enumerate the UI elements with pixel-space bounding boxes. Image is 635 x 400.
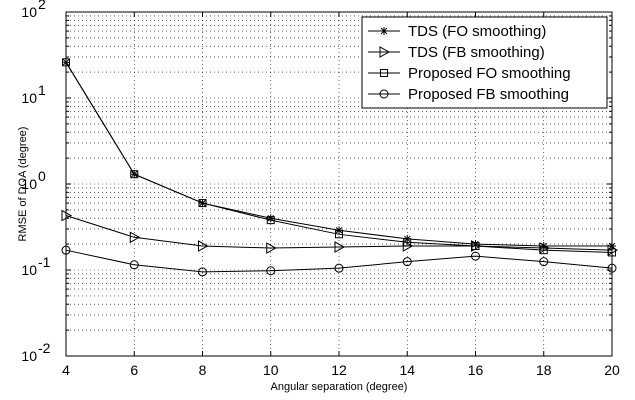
x-axis-label: Angular separation (degree) bbox=[271, 381, 408, 393]
square-marker bbox=[198, 199, 207, 208]
series-line bbox=[65, 249, 613, 273]
square-marker bbox=[266, 216, 275, 225]
series-layer bbox=[61, 58, 619, 277]
grid bbox=[66, 12, 612, 356]
circle-marker bbox=[266, 266, 276, 276]
y-tick-label: 10 bbox=[21, 90, 37, 106]
circle-marker bbox=[471, 251, 480, 261]
y-tick-label: 10 bbox=[21, 4, 37, 20]
triangle-marker bbox=[379, 46, 391, 58]
circle-marker bbox=[539, 257, 549, 267]
triangle-marker bbox=[266, 242, 277, 254]
triangle-marker bbox=[129, 231, 141, 244]
circle-marker bbox=[198, 267, 207, 277]
x-tick-label: 20 bbox=[604, 362, 620, 378]
legend-item: TDS (FB smoothing) bbox=[368, 44, 545, 61]
y-tick-label: 10 bbox=[21, 176, 37, 192]
x-tick-label: 6 bbox=[130, 362, 138, 378]
star-marker bbox=[380, 27, 388, 35]
circle-marker bbox=[402, 257, 412, 267]
star-marker bbox=[335, 226, 343, 235]
legend-item: TDS (FO smoothing) bbox=[368, 23, 546, 40]
y-tick-exponent: -1 bbox=[38, 254, 51, 270]
x-tick-label: 18 bbox=[536, 362, 552, 378]
series-line bbox=[65, 215, 613, 251]
series-line bbox=[65, 62, 613, 253]
x-tick-label: 4 bbox=[62, 362, 70, 378]
square-marker bbox=[539, 246, 548, 255]
square-marker bbox=[403, 238, 412, 247]
y-tick-exponent: 0 bbox=[38, 168, 46, 184]
x-tick-label: 12 bbox=[331, 362, 347, 378]
y-tick-label: 10 bbox=[21, 262, 37, 278]
x-tick-label: 8 bbox=[199, 362, 207, 378]
circle-marker bbox=[379, 89, 389, 99]
legend-item: Proposed FO smoothing bbox=[368, 65, 571, 82]
legend-label: TDS (FO smoothing) bbox=[408, 23, 546, 40]
y-tick-exponent: -2 bbox=[38, 340, 51, 356]
legend-label: TDS (FB smoothing) bbox=[408, 44, 545, 61]
legend: TDS (FO smoothing) TDS (FB smoothing) Prop… bbox=[361, 16, 608, 109]
x-tick-label: 10 bbox=[263, 362, 279, 378]
y-tick-exponent: 2 bbox=[38, 0, 46, 12]
x-tick-label: 14 bbox=[399, 362, 415, 378]
square-marker bbox=[471, 242, 480, 251]
legend-box bbox=[361, 16, 608, 109]
square-marker bbox=[130, 170, 139, 179]
legend-item: Proposed FB smoothing bbox=[368, 86, 569, 103]
triangle-marker bbox=[334, 241, 346, 253]
series-4 bbox=[61, 245, 617, 277]
y-tick-exponent: 1 bbox=[38, 82, 46, 98]
square-marker bbox=[380, 69, 388, 77]
circle-marker bbox=[129, 260, 139, 270]
legend-label: Proposed FB smoothing bbox=[408, 86, 569, 103]
y-axis-label: RMSE of DOA (degree) bbox=[17, 127, 29, 242]
square-marker bbox=[335, 230, 343, 239]
legend-label: Proposed FO smoothing bbox=[408, 65, 571, 82]
y-tick-label: 10 bbox=[21, 348, 37, 364]
circle-marker bbox=[334, 263, 344, 273]
triangle-marker bbox=[198, 240, 209, 252]
x-tick-label: 16 bbox=[468, 362, 484, 378]
